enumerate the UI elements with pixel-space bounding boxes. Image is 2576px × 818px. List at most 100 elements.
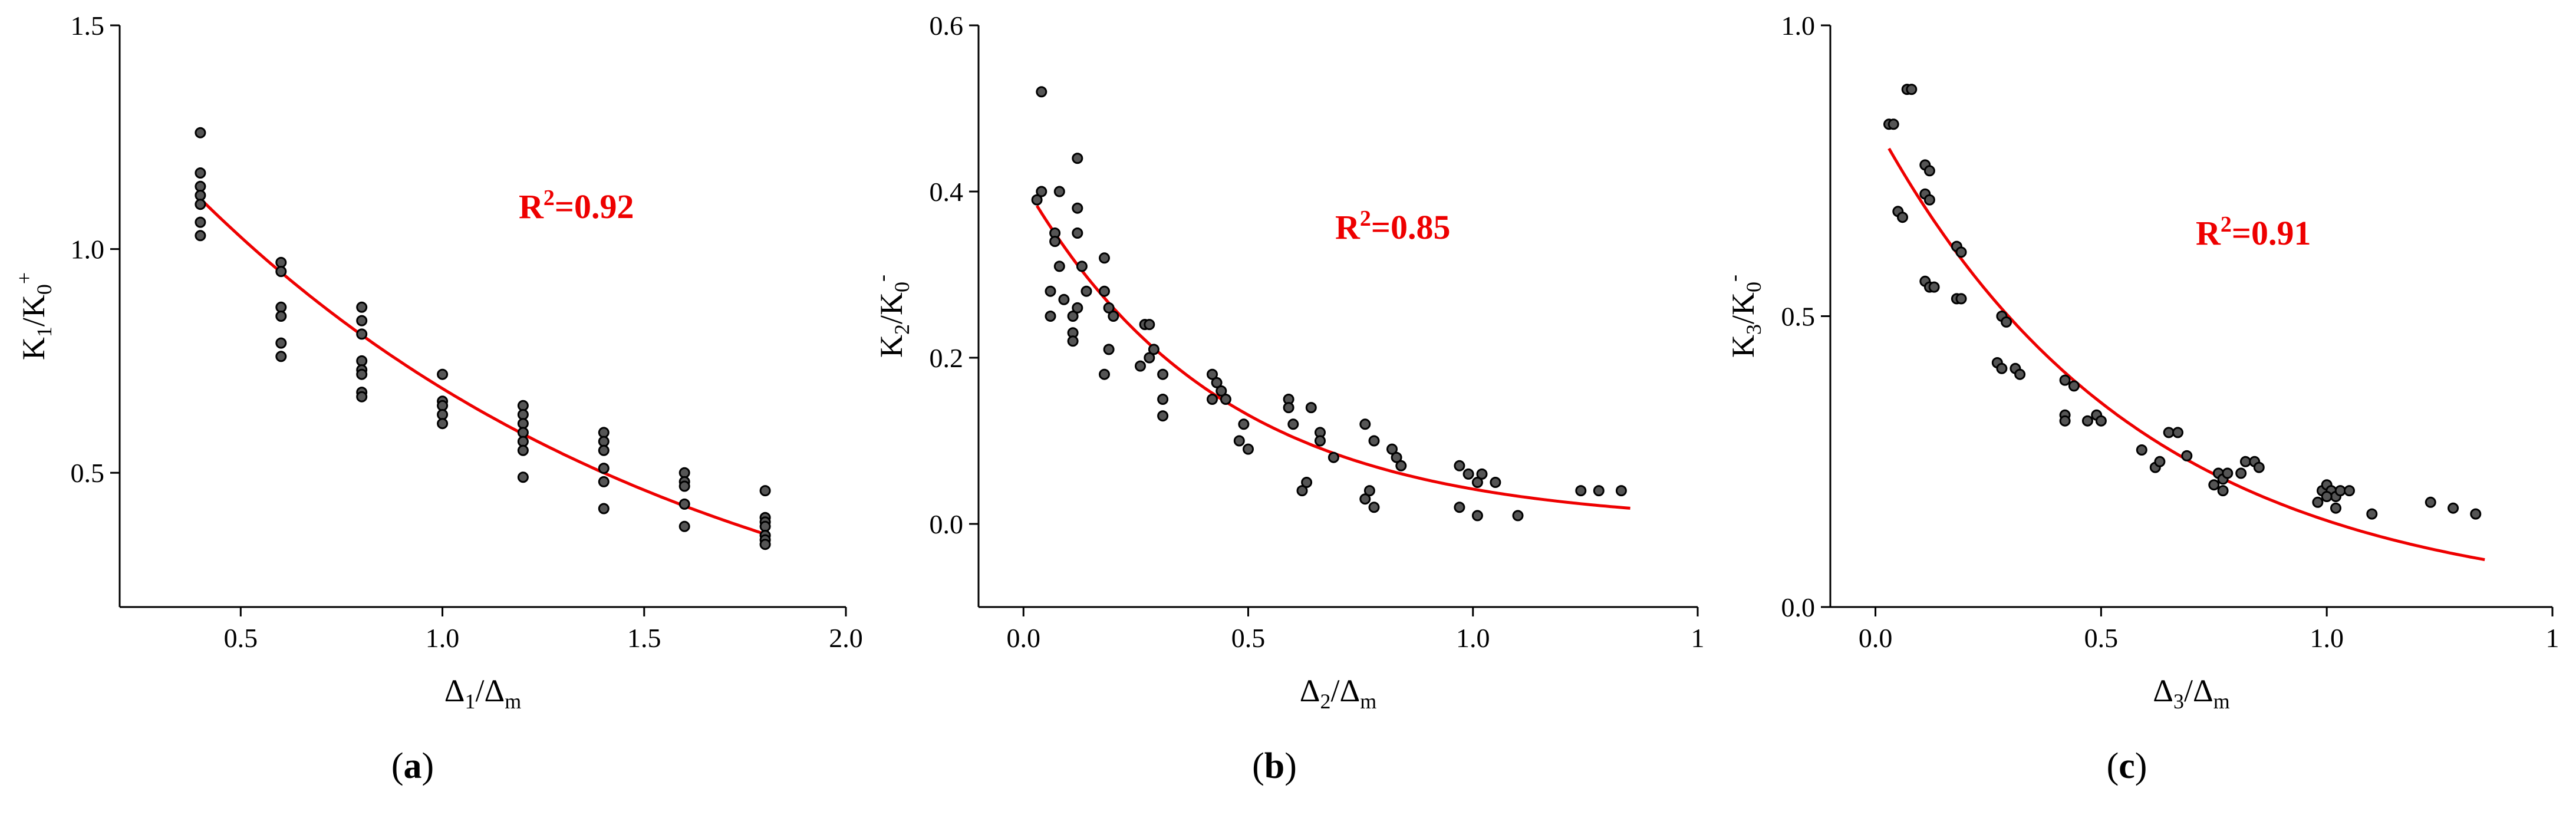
- data-point: [1081, 285, 1092, 297]
- x-label-sub: 3: [2173, 690, 2184, 713]
- data-point: [678, 480, 690, 492]
- data-point: [517, 427, 529, 438]
- data-point: [1108, 311, 1119, 322]
- data-point: [1363, 485, 1375, 497]
- x-label-main: Δ: [1300, 673, 1320, 708]
- data-point: [2081, 415, 2093, 427]
- data-point: [598, 463, 610, 474]
- data-point: [275, 266, 287, 278]
- data-point: [517, 409, 529, 420]
- data-point: [598, 476, 610, 487]
- r-squared-value: =0.91: [2232, 214, 2311, 252]
- data-point: [1207, 368, 1218, 380]
- data-point: [1359, 418, 1371, 430]
- data-point: [598, 503, 610, 514]
- y-label-slash: /K: [16, 295, 51, 326]
- data-point: [1296, 485, 1308, 497]
- panel-label-open: (: [1252, 746, 1264, 786]
- data-point: [2470, 508, 2482, 520]
- data-point: [1928, 281, 1940, 293]
- y-tick-label: 0.4: [930, 177, 964, 207]
- data-point: [1386, 443, 1398, 455]
- data-point: [2222, 467, 2234, 479]
- y-label-sub: 1: [32, 326, 56, 337]
- x-label-sub: 1: [465, 690, 475, 713]
- panel-label: (c): [2107, 746, 2147, 786]
- data-point: [1072, 153, 1083, 164]
- data-point: [195, 190, 206, 201]
- data-point: [356, 328, 368, 340]
- data-point: [1305, 402, 1317, 414]
- y-tick-label: 0.5: [71, 458, 105, 488]
- data-point: [2154, 456, 2166, 467]
- y-label-slash: /K: [1725, 292, 1761, 324]
- data-point: [2321, 491, 2333, 502]
- data-point: [1053, 260, 1065, 272]
- data-point: [1454, 502, 1465, 513]
- data-point: [195, 127, 206, 138]
- panel-label-close: ): [422, 746, 434, 786]
- x-tick-label: 1: [2546, 623, 2559, 653]
- data-point: [275, 311, 287, 322]
- data-point: [517, 444, 529, 456]
- data-point: [2181, 450, 2193, 461]
- panel-label: (b): [1252, 746, 1297, 786]
- data-point: [1923, 194, 1935, 206]
- data-point: [195, 230, 206, 242]
- data-point: [195, 216, 206, 228]
- x-tick-label: 1.0: [2310, 623, 2344, 653]
- data-point: [195, 180, 206, 192]
- data-point: [1207, 394, 1218, 405]
- x-label-slash: /Δ: [2184, 673, 2213, 708]
- data-point: [2334, 485, 2346, 497]
- y-label-sub: 3: [1742, 324, 1765, 335]
- data-point: [2253, 461, 2265, 473]
- data-point: [759, 539, 771, 550]
- data-point: [1471, 510, 1483, 522]
- r-squared-sup: 2: [2221, 212, 2232, 237]
- data-point: [1099, 252, 1110, 264]
- r-squared-label: R2=0.91: [2196, 212, 2311, 252]
- x-axis-label: Δ3/Δm: [2153, 673, 2229, 713]
- data-point: [1036, 186, 1047, 197]
- r-squared-sup: 2: [1360, 206, 1371, 231]
- panel-label-close: ): [2135, 746, 2147, 786]
- data-point: [1615, 485, 1627, 497]
- data-point: [1058, 293, 1070, 305]
- data-point: [1076, 260, 1088, 272]
- data-point: [275, 256, 287, 268]
- data-point: [437, 400, 449, 411]
- data-point: [1233, 435, 1245, 447]
- y-tick-label: 1.0: [1781, 11, 1816, 41]
- data-point: [1454, 460, 1465, 471]
- x-label-sub: 2: [1320, 690, 1330, 713]
- x-tick-label: 1.0: [426, 623, 460, 653]
- data-point: [1887, 118, 1899, 130]
- data-point: [1490, 477, 1501, 488]
- data-point: [1067, 311, 1079, 322]
- data-point: [2239, 456, 2251, 467]
- x-tick-label: 0.5: [224, 623, 258, 653]
- data-point: [1395, 460, 1407, 471]
- data-point: [1099, 285, 1110, 297]
- r-squared-value: =0.92: [555, 187, 634, 226]
- data-point: [1243, 443, 1254, 455]
- data-point: [1103, 302, 1115, 314]
- y-label-main: K: [874, 335, 909, 358]
- data-point: [1897, 212, 1908, 223]
- data-point: [275, 351, 287, 362]
- r-squared-base: R: [519, 187, 544, 226]
- y-label-slash: /K: [874, 292, 909, 324]
- data-point: [1049, 236, 1061, 248]
- y-label-sub: 0: [32, 284, 56, 295]
- data-point: [1157, 410, 1169, 422]
- data-point: [598, 444, 610, 456]
- r-squared-sup: 2: [543, 186, 555, 210]
- data-point: [1135, 360, 1146, 372]
- x-tick-label: 2.0: [829, 623, 863, 653]
- x-tick-label: 1: [1691, 623, 1705, 653]
- data-point: [598, 427, 610, 438]
- data-point: [1391, 451, 1402, 463]
- data-point: [437, 409, 449, 420]
